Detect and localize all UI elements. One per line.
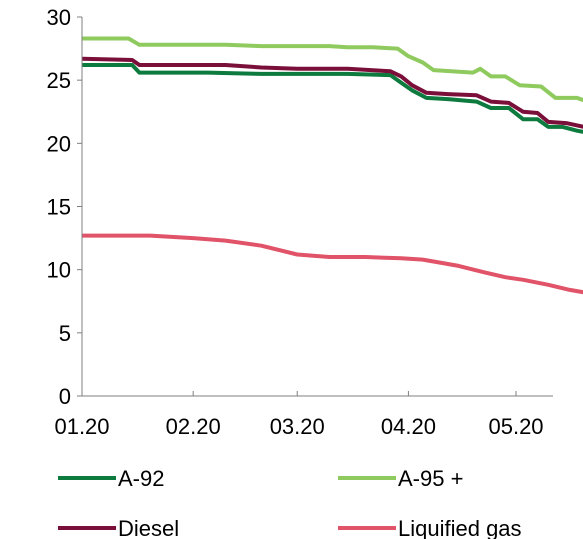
legend-label-1: A-95 + <box>398 466 463 491</box>
series-line-0 <box>82 63 583 134</box>
legend-label-2: Diesel <box>118 516 179 539</box>
series-line-3 <box>82 233 583 295</box>
x-tick-label: 02.20 <box>166 414 221 439</box>
axes: 0 5 10 15 20 25 30 01.20 02.20 03.20 04.20 05.20 <box>47 5 553 439</box>
x-tick-label: 03.20 <box>270 414 325 439</box>
x-tick-label: 05.20 <box>488 414 543 439</box>
y-tick-label: 25 <box>47 68 71 93</box>
y-tick-label: 30 <box>47 5 71 30</box>
x-tick-label: 04.20 <box>381 414 436 439</box>
series-line-2 <box>81 56 583 129</box>
x-tick-label: 01.20 <box>54 414 109 439</box>
y-tick-label: 10 <box>47 258 71 283</box>
legend: A-92 A-95 + Diesel Liquified gas <box>58 466 522 539</box>
y-tick-label: 15 <box>47 195 71 220</box>
y-tick-label: 0 <box>59 384 71 409</box>
legend-label-3: Liquified gas <box>398 516 522 539</box>
series-line-1 <box>82 36 583 103</box>
plot-area <box>81 36 583 295</box>
legend-label-0: A-92 <box>118 466 164 491</box>
y-tick-label: 5 <box>59 321 71 346</box>
y-tick-label: 20 <box>47 131 71 156</box>
